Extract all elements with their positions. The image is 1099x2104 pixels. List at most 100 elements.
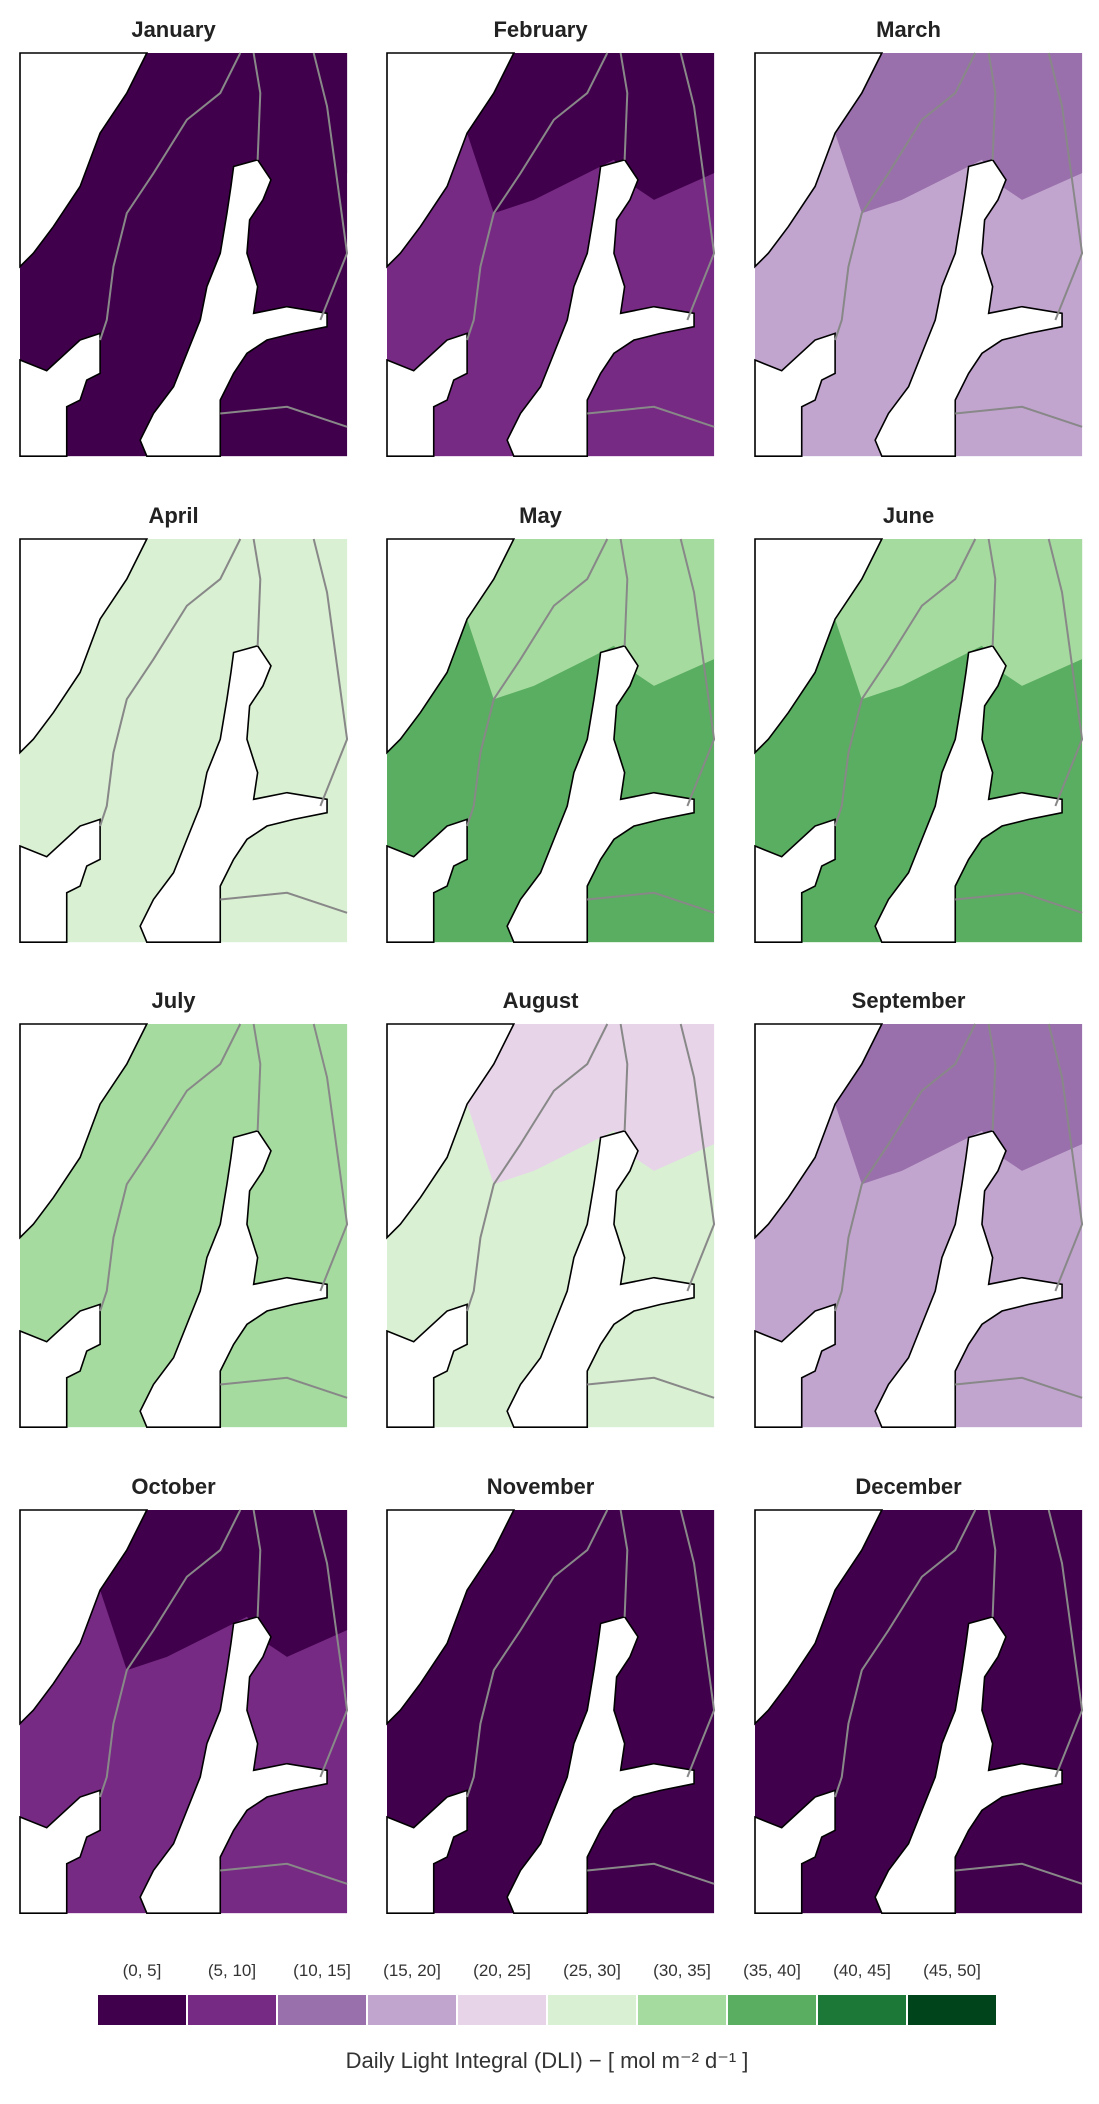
sea (874, 158, 1063, 457)
north-region (100, 1024, 348, 1185)
border (619, 52, 629, 160)
sea (139, 1615, 328, 1914)
panel-title: February (493, 17, 588, 42)
sea (874, 1615, 1063, 1914)
sea (386, 818, 468, 943)
border (252, 52, 262, 160)
map-panel (19, 1509, 349, 1914)
border (252, 1509, 262, 1617)
border (252, 1023, 262, 1131)
north-region (467, 539, 715, 700)
border (987, 1509, 997, 1617)
sea (754, 332, 836, 457)
sea (386, 1789, 468, 1914)
legend-label: (45, 50] (923, 1961, 981, 1980)
border (587, 1376, 715, 1399)
legend-label: (35, 40] (743, 1961, 801, 1980)
sea (754, 1303, 836, 1428)
legend-label: (15, 20] (383, 1961, 441, 1980)
sea (506, 1129, 695, 1428)
sea (506, 158, 695, 457)
legend-title: Daily Light Integral (DLI) − [ mol m⁻² d… (346, 2048, 749, 2073)
sea (19, 1303, 101, 1428)
panel-title: March (876, 17, 941, 42)
border (834, 538, 977, 827)
border (220, 891, 348, 914)
panel-title: October (131, 1474, 216, 1499)
map-panel (19, 538, 349, 943)
map-panel (386, 538, 716, 943)
sea (19, 1023, 149, 1240)
sea (386, 1303, 468, 1428)
north-region (100, 1510, 348, 1671)
sea (19, 1509, 149, 1726)
map-panel (754, 52, 1084, 457)
border (955, 891, 1083, 914)
border (679, 1023, 716, 1292)
border (466, 1509, 609, 1798)
border (987, 1023, 997, 1131)
border (99, 1509, 242, 1798)
north-region (835, 1024, 1083, 1185)
panel-title: June (883, 503, 934, 528)
border (834, 1023, 977, 1312)
sea (19, 818, 101, 943)
border (955, 1862, 1083, 1885)
north-region (100, 53, 348, 214)
legend-swatch (278, 1995, 366, 2025)
north-region (100, 539, 348, 700)
border (834, 1509, 977, 1798)
legend-label: (5, 10] (208, 1961, 256, 1980)
legend-swatch (368, 1995, 456, 2025)
border (312, 52, 349, 321)
map-panel (754, 538, 1084, 943)
border (619, 1509, 629, 1617)
legend-swatch (728, 1995, 816, 2025)
border (312, 1023, 349, 1292)
legend-swatch (98, 1995, 186, 2025)
border (1047, 1023, 1084, 1292)
border (466, 1023, 609, 1312)
border (679, 52, 716, 321)
border (99, 52, 242, 341)
sea (386, 52, 516, 269)
sea (19, 332, 101, 457)
legend-swatch (638, 1995, 726, 2025)
sea (874, 1129, 1063, 1428)
map-panel (754, 1509, 1084, 1914)
legend-label: (0, 5] (123, 1961, 162, 1980)
sea (386, 1509, 516, 1726)
legend-swatch (548, 1995, 636, 2025)
panel-title: November (487, 1474, 595, 1499)
sea (19, 1789, 101, 1914)
border (220, 405, 348, 428)
legend-swatch (818, 1995, 906, 2025)
legend-label: (20, 25] (473, 1961, 531, 1980)
sea (754, 818, 836, 943)
border (252, 538, 262, 646)
border (99, 538, 242, 827)
legend-label: (30, 35] (653, 1961, 711, 1980)
sea (139, 644, 328, 943)
border (1047, 538, 1084, 807)
border (466, 538, 609, 827)
border (587, 891, 715, 914)
border (987, 52, 997, 160)
sea (506, 1615, 695, 1914)
legend-swatch (188, 1995, 276, 2025)
legend-label: (10, 15] (293, 1961, 351, 1980)
border (679, 1509, 716, 1778)
map-panel (386, 1023, 716, 1428)
map-panel (19, 1023, 349, 1428)
sea (754, 1789, 836, 1914)
border (587, 405, 715, 428)
border (312, 1509, 349, 1778)
north-region (835, 53, 1083, 214)
north-region (835, 539, 1083, 700)
border (619, 538, 629, 646)
legend-label: (25, 30] (563, 1961, 621, 1980)
border (312, 538, 349, 807)
legend-swatch (908, 1995, 996, 2025)
border (220, 1376, 348, 1399)
